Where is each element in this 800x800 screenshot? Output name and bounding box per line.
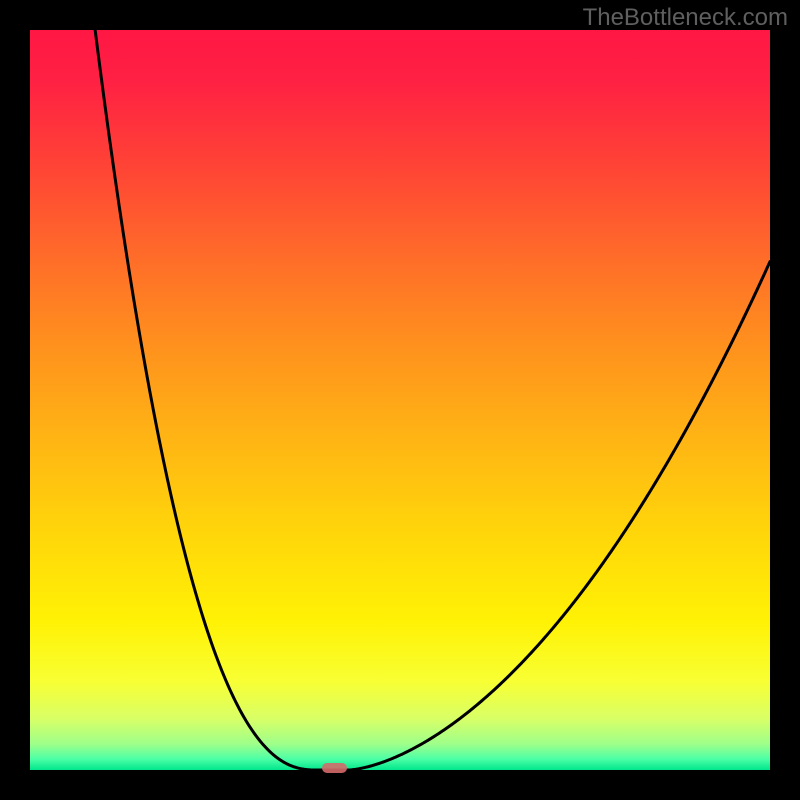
chart-frame: TheBottleneck.com xyxy=(0,0,800,800)
bottleneck-curve xyxy=(30,30,770,770)
minimum-marker xyxy=(322,763,347,773)
plot-area xyxy=(30,30,770,770)
watermark-text: TheBottleneck.com xyxy=(583,4,788,32)
